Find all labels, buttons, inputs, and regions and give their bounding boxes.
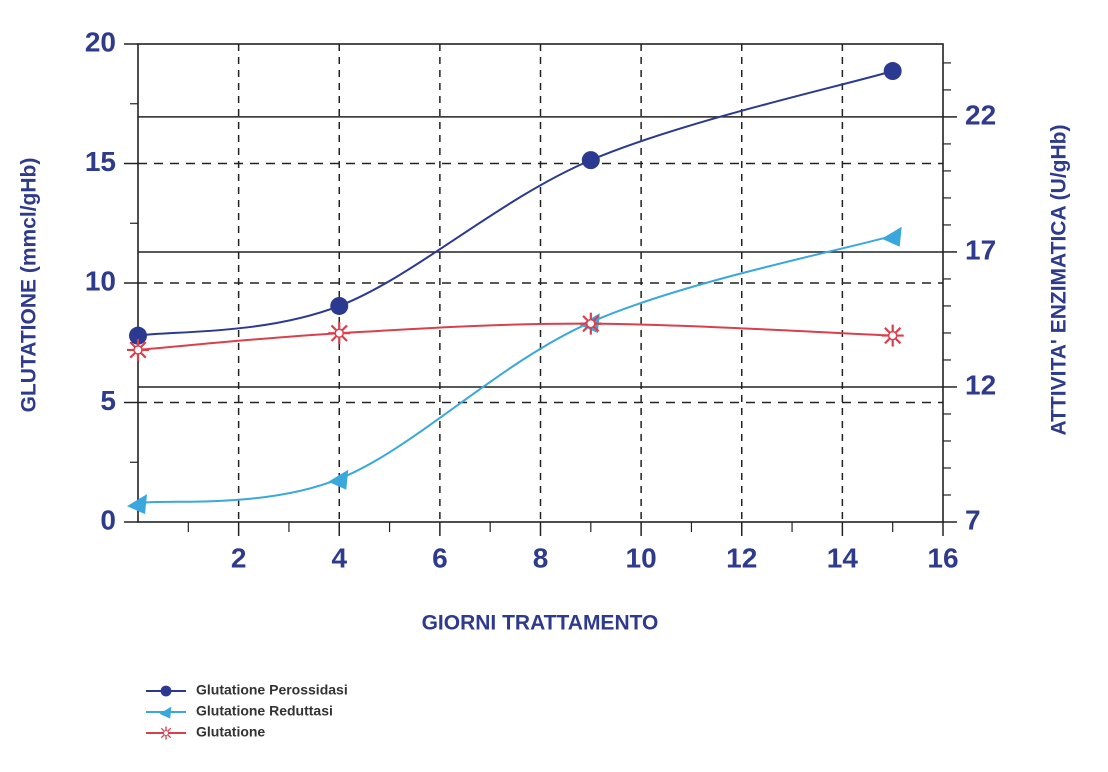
marker (159, 726, 173, 740)
marker (127, 338, 149, 361)
marker (129, 326, 147, 345)
legend-item: Glutatione Reduttasi (146, 703, 333, 719)
legend-label: Glutatione Perossidasi (196, 682, 348, 698)
y-axis-label: GLUTATIONE (mmcl/gHb) (18, 158, 41, 413)
x-tick-label: 10 (626, 542, 657, 573)
marker-core (887, 330, 898, 341)
marker (160, 685, 172, 697)
marker (328, 322, 351, 345)
y2-tick-label: 12 (965, 369, 996, 400)
marker-core (133, 345, 143, 355)
x-tick-label: 14 (827, 542, 859, 573)
y2-tick-label: 17 (965, 234, 996, 265)
x-axis-label: GIORNI TRATTAMENTO (422, 612, 659, 635)
marker (581, 151, 600, 170)
plot-frame (137, 43, 944, 523)
y2-axis-label: ATTIVITA' ENZIMATICA (U/gHb) (1048, 125, 1071, 436)
marker (881, 226, 902, 247)
marker-core (586, 318, 596, 329)
marker (328, 469, 349, 490)
marker (159, 706, 172, 719)
y-tick-label: 10 (85, 265, 116, 296)
y2-tick-label: 7 (965, 504, 981, 535)
y-tick-label: 15 (85, 146, 116, 177)
legend-label: Glutatione (196, 724, 265, 740)
legend-item: Glutatione Perossidasi (146, 682, 348, 698)
x-tick-label: 16 (927, 542, 958, 573)
y-tick-label: 0 (100, 504, 116, 535)
marker (127, 494, 147, 515)
y-tick-label: 5 (100, 385, 116, 416)
series-line (137, 322, 893, 351)
series-line (137, 70, 893, 337)
series-line (137, 234, 893, 505)
y2-tick-label: 22 (965, 99, 996, 130)
y-tick-label: 20 (85, 26, 116, 57)
legend-label: Glutatione Reduttasi (196, 703, 333, 719)
legend-item: Glutatione (146, 724, 265, 740)
marker (883, 62, 902, 81)
marker-core (334, 328, 344, 338)
marker-core (163, 730, 169, 736)
marker (330, 296, 349, 315)
x-tick-label: 8 (533, 542, 549, 573)
x-tick-label: 12 (726, 542, 757, 573)
x-tick-label: 6 (432, 542, 448, 573)
marker (579, 312, 602, 335)
x-tick-label: 2 (231, 542, 247, 573)
x-tick-label: 4 (331, 542, 347, 573)
marker (881, 324, 904, 347)
